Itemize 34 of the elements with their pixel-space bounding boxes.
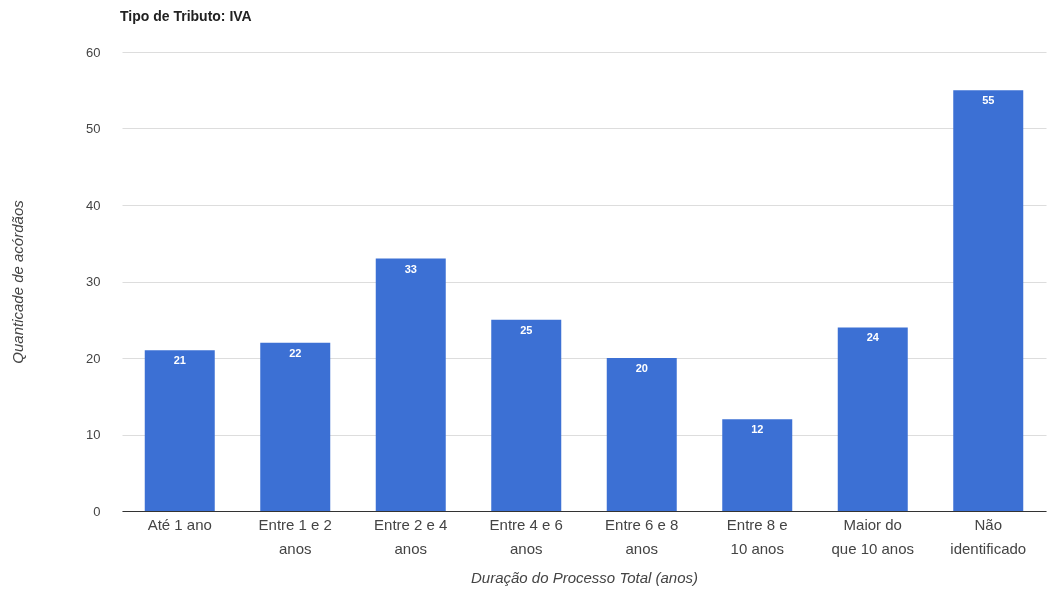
x-tick-label: Não identificado [950,515,1027,557]
y-tick-label: 40 [86,197,101,213]
chart-title: Tipo de Tributo: IVA [120,8,252,24]
x-tick-label: Maior do que 10 anos [831,515,915,557]
bar [260,342,331,511]
y-tick-label: 60 [86,44,101,60]
data-label: 12 [751,423,764,436]
data-label: 25 [520,323,533,336]
y-tick-label: 20 [86,350,101,366]
x-tick-label: Entre 6 e 8 anos [605,515,679,557]
y-axis-title: Quanticade de acórdãos [9,199,27,364]
data-label: 33 [404,262,417,275]
x-tick-label: Entre 8 e 10 anos [726,515,788,557]
bar [144,350,215,511]
x-tick-label: Entre 4 e 6 anos [489,515,563,557]
bar [606,358,677,511]
x-tick-label: Até 1 ano [147,515,212,533]
y-tick-label: 0 [93,503,101,519]
data-label: 22 [289,346,302,359]
x-axis-title: Duração do Processo Total (anos) [470,568,699,586]
bar [953,90,1024,511]
bar [375,258,446,511]
data-label: 20 [635,362,648,374]
data-label: 55 [982,94,995,107]
bar [491,319,562,511]
x-tick-label: Entre 1 e 2 anos [258,515,332,557]
y-tick-label: 10 [86,427,101,442]
x-tick-label: Entre 2 e 4 anos [374,515,448,557]
bar [722,419,793,511]
data-label: 21 [173,354,186,367]
bar [837,327,908,511]
data-label: 24 [866,331,880,344]
y-tick-label: 50 [86,121,101,136]
y-tick-label: 30 [86,274,101,289]
